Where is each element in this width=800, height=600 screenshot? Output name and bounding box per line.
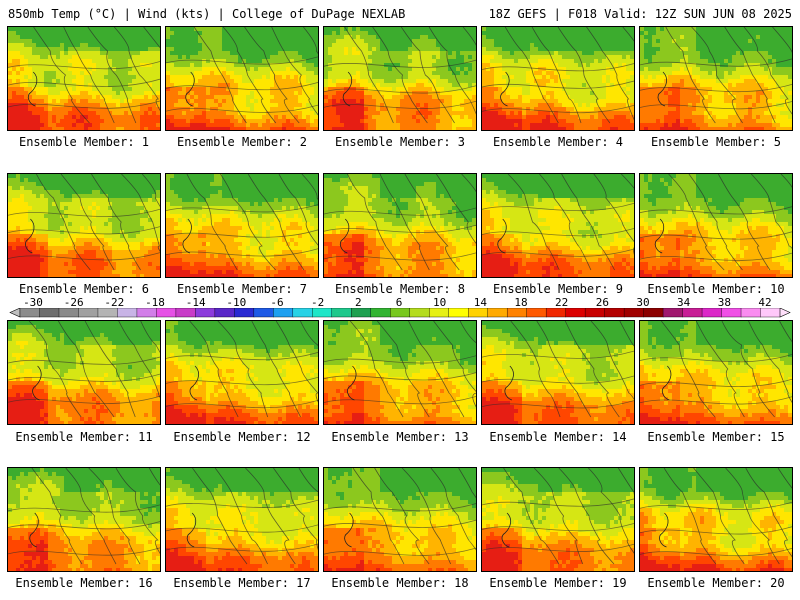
ensemble-panel-4[interactable]: [481, 26, 635, 131]
ensemble-panel-13[interactable]: [323, 320, 477, 425]
map-title: 850mb Temp (°C) | Wind (kts) | College o…: [8, 7, 405, 21]
ensemble-member-label: Ensemble Member: 4: [479, 135, 637, 149]
ensemble-member-label: Ensemble Member: 5: [637, 135, 795, 149]
colorbar-tick-label: 42: [758, 296, 771, 309]
ensemble-member-label: Ensemble Member: 17: [163, 576, 321, 590]
ensemble-panel-11[interactable]: [7, 320, 161, 425]
ensemble-member-label: Ensemble Member: 3: [321, 135, 479, 149]
ensemble-panel-12[interactable]: [165, 320, 319, 425]
ensemble-member-label: Ensemble Member: 19: [479, 576, 637, 590]
ensemble-member-label: Ensemble Member: 8: [321, 282, 479, 296]
ensemble-panel-20[interactable]: [639, 467, 793, 572]
ensemble-member-label: Ensemble Member: 18: [321, 576, 479, 590]
ensemble-member-label: Ensemble Member: 15: [637, 430, 795, 444]
colorbar-tick-label: -2: [311, 296, 324, 309]
ensemble-member-label: Ensemble Member: 10: [637, 282, 795, 296]
ensemble-panel-2[interactable]: [165, 26, 319, 131]
ensemble-panel-8[interactable]: [323, 173, 477, 278]
colorbar-tick-label: 34: [677, 296, 690, 309]
ensemble-member-label: Ensemble Member: 11: [5, 430, 163, 444]
ensemble-panel-1[interactable]: [7, 26, 161, 131]
ensemble-panel-14[interactable]: [481, 320, 635, 425]
colorbar-tick-label: -30: [23, 296, 43, 309]
colorbar-tick-label: -6: [270, 296, 283, 309]
ensemble-panel-6[interactable]: [7, 173, 161, 278]
valid-time-label: 18Z GEFS | F018 Valid: 12Z SUN JUN 08 20…: [489, 7, 792, 21]
ensemble-panel-10[interactable]: [639, 173, 793, 278]
ensemble-panel-9[interactable]: [481, 173, 635, 278]
ensemble-panel-7[interactable]: [165, 173, 319, 278]
ensemble-member-label: Ensemble Member: 9: [479, 282, 637, 296]
colorbar-tick-label: 2: [355, 296, 362, 309]
ensemble-member-label: Ensemble Member: 1: [5, 135, 163, 149]
ensemble-member-label: Ensemble Member: 14: [479, 430, 637, 444]
ensemble-member-label: Ensemble Member: 2: [163, 135, 321, 149]
colorbar-tick-label: 26: [596, 296, 609, 309]
ensemble-member-label: Ensemble Member: 7: [163, 282, 321, 296]
ensemble-panel-3[interactable]: [323, 26, 477, 131]
colorbar-tick-label: -26: [64, 296, 84, 309]
colorbar-tick-label: 18: [514, 296, 527, 309]
ensemble-panel-16[interactable]: [7, 467, 161, 572]
ensemble-panel-17[interactable]: [165, 467, 319, 572]
temperature-colorbar: -30 -26 -22 -18 -14 -10 -6 -2 2 6 10 14 18 22 26 30 34 38…: [0, 296, 800, 326]
ensemble-panel-18[interactable]: [323, 467, 477, 572]
colorbar-tick-label: 38: [718, 296, 731, 309]
colorbar-tick-label: 14: [474, 296, 487, 309]
colorbar-tick-label: 6: [396, 296, 403, 309]
colorbar-tick-label: -22: [104, 296, 124, 309]
colorbar-tick-label: -10: [226, 296, 246, 309]
colorbar-tick-label: 10: [433, 296, 446, 309]
ensemble-member-label: Ensemble Member: 13: [321, 430, 479, 444]
ensemble-panel-19[interactable]: [481, 467, 635, 572]
colorbar-tick-label: 30: [636, 296, 649, 309]
ensemble-panel-15[interactable]: [639, 320, 793, 425]
ensemble-panel-5[interactable]: [639, 26, 793, 131]
ensemble-member-label: Ensemble Member: 16: [5, 576, 163, 590]
colorbar-tick-label: -18: [145, 296, 165, 309]
colorbar-swatches: [9, 308, 791, 318]
colorbar-tick-label: -14: [186, 296, 206, 309]
ensemble-member-label: Ensemble Member: 6: [5, 282, 163, 296]
ensemble-member-label: Ensemble Member: 20: [637, 576, 795, 590]
colorbar-tick-label: 22: [555, 296, 568, 309]
ensemble-member-label: Ensemble Member: 12: [163, 430, 321, 444]
